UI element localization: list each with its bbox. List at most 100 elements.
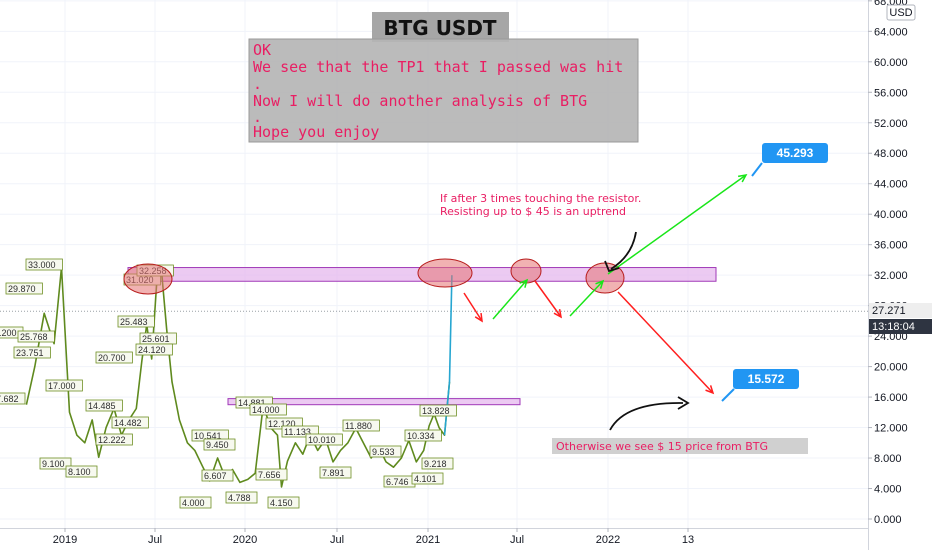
pivot-label: 14.482 <box>114 418 142 428</box>
pivot-label: 10.334 <box>407 431 435 441</box>
pivot-label-box <box>421 457 454 470</box>
note-line: OK <box>253 41 271 59</box>
pivot-label-box <box>25 258 63 271</box>
last-price-background <box>869 303 932 318</box>
resistor-pointer-head <box>604 260 620 273</box>
time-axis[interactable]: 2019 Jul 2020 Jul 2021 Jul 2022 13 <box>0 528 868 546</box>
pivot-label-box <box>95 433 133 446</box>
target-down-tag: 15.572 <box>733 369 799 389</box>
pivot-label: 10.541 <box>194 431 222 441</box>
pivot-label-box <box>404 429 442 442</box>
time-tick-label: 2021 <box>416 534 440 546</box>
note-line: Hope you enjoy <box>253 123 379 141</box>
price-tick-label: 24.000 <box>874 331 908 343</box>
price-tick-label: 36.000 <box>874 240 908 252</box>
time-tick-label: 2019 <box>53 534 77 546</box>
price-tick-label: 44.000 <box>874 179 908 191</box>
target-up-connector <box>751 162 763 177</box>
pivot-label-box <box>5 282 43 295</box>
note-line: . <box>253 75 262 93</box>
target-down-connector <box>721 388 735 402</box>
price-tick-label: 52.000 <box>874 118 908 130</box>
time-tick-label: Jul <box>510 534 524 546</box>
pivot-label: 12.222 <box>98 435 126 445</box>
chart-title: BTG USDT <box>383 16 497 40</box>
touch-ellipse <box>417 258 473 288</box>
otherwise-note-background <box>552 438 808 454</box>
pivot-label: 11.133 <box>284 427 311 437</box>
target-up-label: 45.293 <box>777 146 814 160</box>
note-line: We see that the TP1 that I passed was hi… <box>253 58 623 76</box>
up-arrow <box>569 280 604 317</box>
drawings <box>123 162 763 431</box>
up-arrow <box>607 174 747 275</box>
pivot-label: 17.000 <box>48 381 76 391</box>
pivot-label: 4.101 <box>414 474 437 484</box>
time-tick-label: Jul <box>330 534 344 546</box>
countdown-background <box>869 319 932 334</box>
pivot-label: 9.218 <box>424 459 447 469</box>
title-box: BTG USDT <box>372 12 509 42</box>
pivot-label: 9.450 <box>206 440 229 450</box>
price-tick-label: 40.000 <box>874 209 908 221</box>
price-tick-label: 16.000 <box>874 392 908 404</box>
otherwise-note-box: Otherwise we see $ 15 price from BTG <box>552 438 808 454</box>
price-tick-label: 68.000 <box>874 0 908 8</box>
target-up-background <box>762 143 828 163</box>
note-line: . <box>253 108 262 126</box>
price-tick-label: 20.000 <box>874 362 908 374</box>
target-down-background <box>733 369 799 389</box>
pivot-label-box <box>249 403 287 416</box>
pivot-label: 29.870 <box>8 284 36 294</box>
pivot-label: 14.881 <box>238 398 266 408</box>
note-box: OK We see that the TP1 that I passed was… <box>248 38 639 143</box>
pivot-label-box <box>342 419 380 432</box>
pivot-label: 9.100 <box>42 459 65 469</box>
pivot-label: 6.746 <box>386 477 409 487</box>
down-arrow-head <box>553 308 563 319</box>
pivot-label: 7.656 <box>258 470 281 480</box>
pivot-label-box <box>225 491 258 504</box>
pivot-label: 11.880 <box>345 421 372 431</box>
down-arrow <box>617 291 714 394</box>
support-zone <box>227 398 521 406</box>
down-arrow-head <box>474 312 483 323</box>
pivot-label-box <box>111 416 149 429</box>
pivot-label: 23.751 <box>16 348 44 358</box>
price-axis[interactable]: 0.0004.0008.00012.00016.00020.00024.0002… <box>868 0 932 550</box>
pivot-label: 9.533 <box>372 447 395 457</box>
pivot-label: 12.120 <box>268 419 296 429</box>
price-series <box>25 266 453 488</box>
up-arrow-head <box>595 279 605 289</box>
pivot-label: 7.891 <box>322 468 345 478</box>
pivot-label-box <box>0 392 26 405</box>
currency-badge-box <box>886 4 916 21</box>
time-tick-label: 13 <box>682 534 694 546</box>
pivot-label-box <box>203 438 236 451</box>
pivot-label: 24.120 <box>138 345 166 355</box>
otherwise-pointer-curve <box>609 402 684 431</box>
price-tick-label: 0.000 <box>874 514 902 526</box>
pivot-label-box <box>201 469 234 482</box>
pivot-label-box <box>305 433 343 446</box>
time-tick-label: 2020 <box>233 534 257 546</box>
pivot-label-box <box>255 468 288 481</box>
price-tick-label: 60.000 <box>874 57 908 69</box>
pivot-label: 7.682 <box>0 394 19 404</box>
price-tick-label: 4.000 <box>874 484 902 496</box>
up-arrow-head <box>519 278 529 288</box>
pivot-label: 4.000 <box>182 498 205 508</box>
pivot-label: 8.100 <box>68 467 91 477</box>
title-background <box>372 12 509 42</box>
currency-badge[interactable]: USD <box>886 4 916 21</box>
pivot-label: 4.200 <box>0 328 17 338</box>
pivot-label-box <box>13 346 51 359</box>
pivot-label-box <box>45 379 83 392</box>
price-tick-label: 64.000 <box>874 26 908 38</box>
last-price-value: 27.271 <box>872 305 906 317</box>
price-tick-label: 32.000 <box>874 270 908 282</box>
price-tick-label: 12.000 <box>874 423 908 435</box>
pivot-label-box <box>39 457 72 470</box>
